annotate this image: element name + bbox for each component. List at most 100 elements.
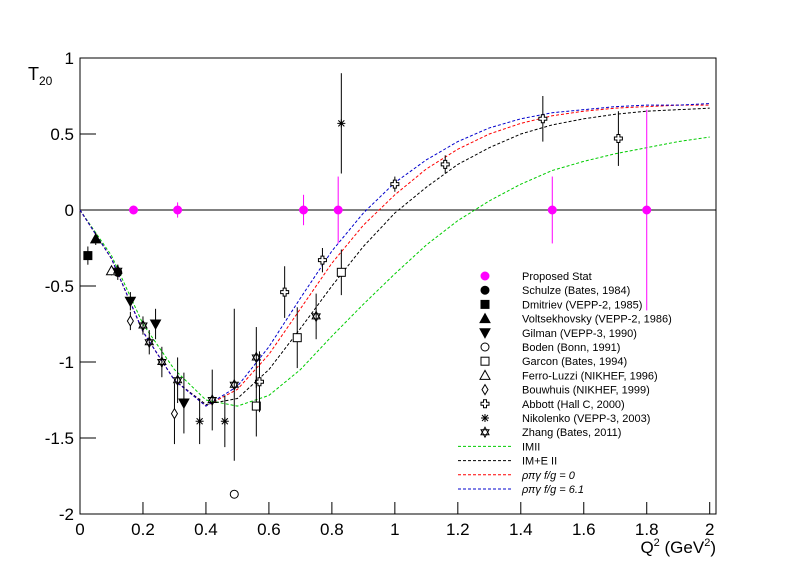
marker — [83, 251, 93, 261]
point-part — [138, 322, 148, 332]
legend-label: Gilman (VEPP-3, 1990) — [522, 328, 637, 340]
x-tick-label: 0.6 — [257, 520, 281, 539]
marker — [254, 377, 264, 387]
marker — [333, 205, 343, 215]
y-tick-label: 0 — [65, 201, 74, 220]
point — [220, 417, 229, 426]
point — [207, 393, 218, 403]
point — [83, 251, 93, 261]
marker — [311, 310, 321, 323]
x-tick-label: 0 — [75, 520, 84, 539]
y-tick-label: -0.5 — [45, 277, 74, 296]
point — [479, 328, 491, 339]
point — [333, 205, 343, 215]
marker — [479, 328, 491, 339]
legend-label: Garcon (Bates, 1994) — [522, 356, 627, 368]
point — [89, 232, 102, 244]
point — [124, 296, 137, 308]
point-part — [112, 267, 123, 277]
x-tick-label: 1.4 — [509, 520, 533, 539]
point — [129, 205, 139, 215]
x-tick-label: 1.8 — [635, 520, 659, 539]
point-part — [157, 359, 167, 369]
y-tick-label: -1 — [59, 353, 74, 372]
marker — [336, 267, 346, 277]
marker — [157, 355, 167, 369]
marker — [479, 369, 491, 380]
x-label-part: Q — [640, 538, 653, 557]
point — [112, 264, 123, 274]
legend-label: ρπγ f/g = 6.1 — [521, 484, 584, 496]
marker — [317, 255, 327, 265]
point — [157, 355, 167, 365]
x-tick-label: 0.4 — [194, 520, 218, 539]
point-part — [480, 429, 490, 439]
point — [480, 271, 490, 281]
x-label-sup: 2 — [654, 537, 660, 549]
marker — [480, 426, 490, 439]
point — [481, 383, 489, 396]
point — [173, 205, 183, 215]
x-tick-label: 0.8 — [320, 520, 344, 539]
point — [251, 401, 261, 411]
legend-label: Ferro-Luzzi (NIKHEF, 1996) — [522, 370, 658, 382]
point-part — [251, 354, 262, 364]
marker — [207, 393, 218, 407]
point-part — [229, 381, 240, 391]
marker — [481, 383, 489, 396]
point — [299, 205, 309, 215]
legend-label: Proposed Stat — [522, 271, 592, 283]
marker — [149, 319, 162, 331]
point — [178, 398, 190, 410]
marker — [547, 205, 557, 215]
point — [149, 319, 162, 331]
marker — [280, 287, 290, 297]
marker — [144, 336, 155, 349]
point — [336, 267, 346, 277]
marker — [178, 398, 190, 410]
point — [547, 205, 557, 215]
marker — [126, 314, 134, 327]
marker — [480, 399, 490, 409]
legend-label: Abbott (Hall C, 2000) — [522, 399, 625, 411]
marker — [112, 264, 123, 277]
y-tick-label: 1 — [65, 49, 74, 68]
point — [613, 134, 623, 144]
marker — [480, 271, 490, 281]
legend-label: Schulze (Bates, 1984) — [522, 285, 630, 297]
point — [317, 255, 327, 265]
x-tick-label: 1.2 — [446, 520, 470, 539]
marker — [292, 333, 302, 343]
legend-label: IM+E II — [522, 456, 557, 468]
point — [337, 119, 346, 128]
marker — [229, 378, 240, 391]
point — [479, 312, 491, 324]
x-label-part: ) — [710, 538, 716, 557]
point — [251, 351, 262, 361]
point — [280, 287, 290, 297]
marker — [440, 159, 450, 169]
x-label-part: (GeV — [660, 538, 705, 557]
point — [126, 314, 134, 327]
marker — [642, 205, 652, 215]
point — [480, 399, 490, 409]
y-label-sub: 20 — [39, 74, 53, 88]
marker — [480, 285, 490, 295]
legend-label: Voltsekhovsky (VEPP-2, 1986) — [522, 314, 672, 326]
point — [390, 179, 400, 189]
x-tick-label: 2 — [705, 520, 714, 539]
legend: Proposed Stat Schulze (Bates, 1984) Dmitri… — [458, 271, 672, 496]
legend-label: Boden (Bonn, 1991) — [522, 342, 620, 354]
marker — [479, 312, 491, 324]
model-curve — [79, 136, 710, 407]
y-axis-label: T20 — [28, 64, 53, 88]
x-tick-label: 1.6 — [572, 520, 596, 539]
marker — [480, 356, 490, 366]
marker — [538, 114, 548, 124]
marker — [172, 374, 183, 387]
point — [480, 356, 490, 366]
marker — [251, 401, 261, 411]
legend-label: ρπγ f/g = 0 — [521, 470, 576, 482]
marker — [613, 134, 623, 144]
